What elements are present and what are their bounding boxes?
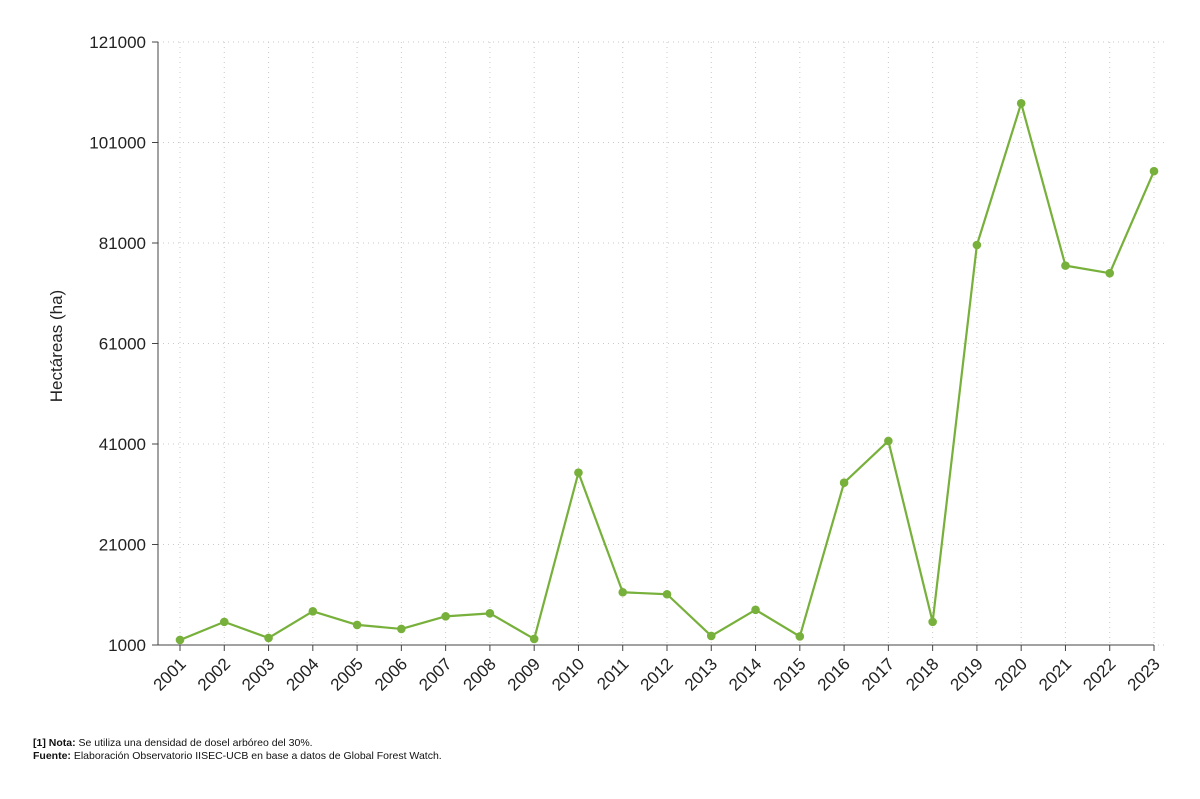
x-tick-label: 2017 xyxy=(858,654,898,694)
x-tick-label: 2018 xyxy=(902,654,942,694)
y-tick-label: 21000 xyxy=(99,536,146,555)
source-label: Fuente: xyxy=(33,750,71,762)
line-chart: 1000 21000 41000 61000 81000 101000 121000 200… xyxy=(47,33,1168,695)
x-tick-label: 2016 xyxy=(814,654,854,694)
data-point xyxy=(706,631,716,641)
y-tick-label: 121000 xyxy=(89,33,146,52)
data-point xyxy=(529,634,539,644)
x-tick-label: 2023 xyxy=(1124,654,1164,694)
data-point xyxy=(219,617,229,627)
x-tick-label: 2012 xyxy=(637,654,677,694)
data-point xyxy=(397,624,406,634)
data-point xyxy=(264,633,273,643)
data-point xyxy=(618,587,628,597)
data-point xyxy=(795,632,805,641)
x-tick-label: 2007 xyxy=(415,654,455,694)
data-point xyxy=(662,589,672,599)
data-point xyxy=(839,478,849,487)
chart-notes: [1] Nota: Se utiliza una densidad de dos… xyxy=(33,737,442,763)
data-point xyxy=(1016,99,1026,108)
series-line xyxy=(179,102,1156,641)
x-tick-label: 2006 xyxy=(371,654,411,694)
note-label: [1] Nota: xyxy=(33,737,76,749)
data-point xyxy=(1149,166,1159,176)
y-tick-label: 61000 xyxy=(99,335,146,354)
x-tick-label: 2005 xyxy=(327,654,367,694)
x-tick-label: 2022 xyxy=(1079,654,1119,694)
data-point xyxy=(352,620,362,630)
data-point xyxy=(884,436,893,446)
data-point xyxy=(175,635,185,645)
data-point xyxy=(441,612,450,621)
x-tick-label: 2003 xyxy=(238,654,278,694)
x-tick-label: 2020 xyxy=(991,654,1031,694)
grid-lines xyxy=(158,41,1168,646)
data-point xyxy=(751,605,760,615)
x-tick-label: 2001 xyxy=(150,654,190,694)
x-tick-label: 2002 xyxy=(194,654,234,694)
data-point xyxy=(308,607,318,616)
x-tick-label: 2009 xyxy=(504,654,544,694)
data-point xyxy=(928,617,937,627)
note-line: [1] Nota: Se utiliza una densidad de dos… xyxy=(33,737,442,750)
x-tick-label: 2011 xyxy=(593,654,632,693)
x-tick-label: 2008 xyxy=(460,654,500,694)
y-tick-label: 81000 xyxy=(99,234,146,253)
y-tick-label: 1000 xyxy=(108,636,146,655)
data-point xyxy=(972,240,982,250)
y-tick-label: 41000 xyxy=(99,435,146,454)
data-point xyxy=(1105,268,1115,278)
y-axis-label: Hectáreas (ha) xyxy=(47,290,66,402)
x-tick-label: 2021 xyxy=(1035,654,1075,694)
data-point xyxy=(574,468,583,477)
x-tick-label: 2013 xyxy=(681,654,721,694)
note-text: Se utiliza una densidad de dosel arbóreo… xyxy=(75,737,313,749)
x-tick-label: 2004 xyxy=(282,654,322,694)
data-point xyxy=(1061,261,1070,270)
y-axis-ticks: 1000 21000 41000 61000 81000 101000 121000 xyxy=(89,33,158,655)
x-tick-label: 2014 xyxy=(725,654,765,694)
data-point xyxy=(485,609,495,618)
axes xyxy=(157,42,1154,646)
y-tick-label: 101000 xyxy=(89,134,146,153)
x-axis-ticks: 2001 2002 2003 2004 2005 2006 2007 2008 2009 2010… xyxy=(150,645,1164,695)
source-line: Fuente: Elaboración Observatorio IISEC-U… xyxy=(33,750,442,763)
source-text: Elaboración Observatorio IISEC-UCB en ba… xyxy=(70,750,442,762)
x-tick-label: 2019 xyxy=(947,654,987,694)
x-tick-label: 2015 xyxy=(769,654,809,694)
series xyxy=(175,99,1159,645)
x-tick-label: 2010 xyxy=(548,654,588,694)
